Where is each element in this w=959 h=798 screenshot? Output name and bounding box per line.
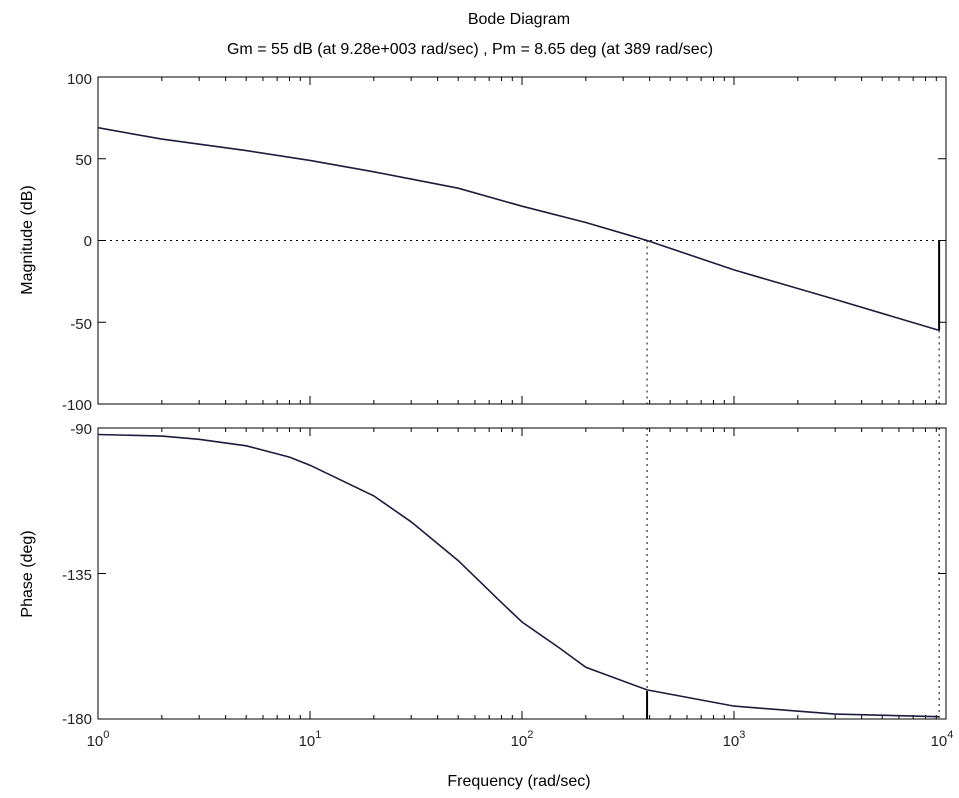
mag-ytick-label: 100 bbox=[67, 71, 92, 88]
x-axis-label: Frequency (rad/sec) bbox=[447, 773, 590, 790]
magnitude-y-axis-label: Magnitude (dB) bbox=[19, 185, 36, 294]
phase-series-line bbox=[97, 433, 940, 718]
xtick-label: 104 bbox=[931, 729, 954, 750]
magnitude-series-line bbox=[97, 126, 940, 332]
phase-ytick-label: -180 bbox=[62, 711, 92, 728]
phase-y-axis-label: Phase (deg) bbox=[19, 530, 36, 617]
phase-ytick-label: -135 bbox=[62, 567, 92, 584]
xtick-label: 100 bbox=[87, 729, 110, 750]
magnitude-axes bbox=[97, 76, 947, 405]
mag-ytick-label: -50 bbox=[70, 316, 92, 333]
mag-ytick-label: -100 bbox=[62, 397, 92, 414]
mag-ytick-label: 50 bbox=[75, 152, 92, 169]
phase-ytick-label: -90 bbox=[70, 421, 92, 438]
xtick-label: 102 bbox=[511, 729, 534, 750]
phase-axes bbox=[97, 427, 947, 720]
chart-subtitle: Gm = 55 dB (at 9.28e+003 rad/sec) , Pm =… bbox=[227, 41, 713, 58]
xtick-label: 101 bbox=[299, 729, 322, 750]
chart-title: Bode Diagram bbox=[468, 11, 570, 28]
mag-ytick-label: 0 bbox=[84, 233, 92, 250]
xtick-label: 103 bbox=[723, 729, 746, 750]
tick-marks bbox=[97, 76, 946, 720]
margin-markers bbox=[646, 240, 941, 719]
